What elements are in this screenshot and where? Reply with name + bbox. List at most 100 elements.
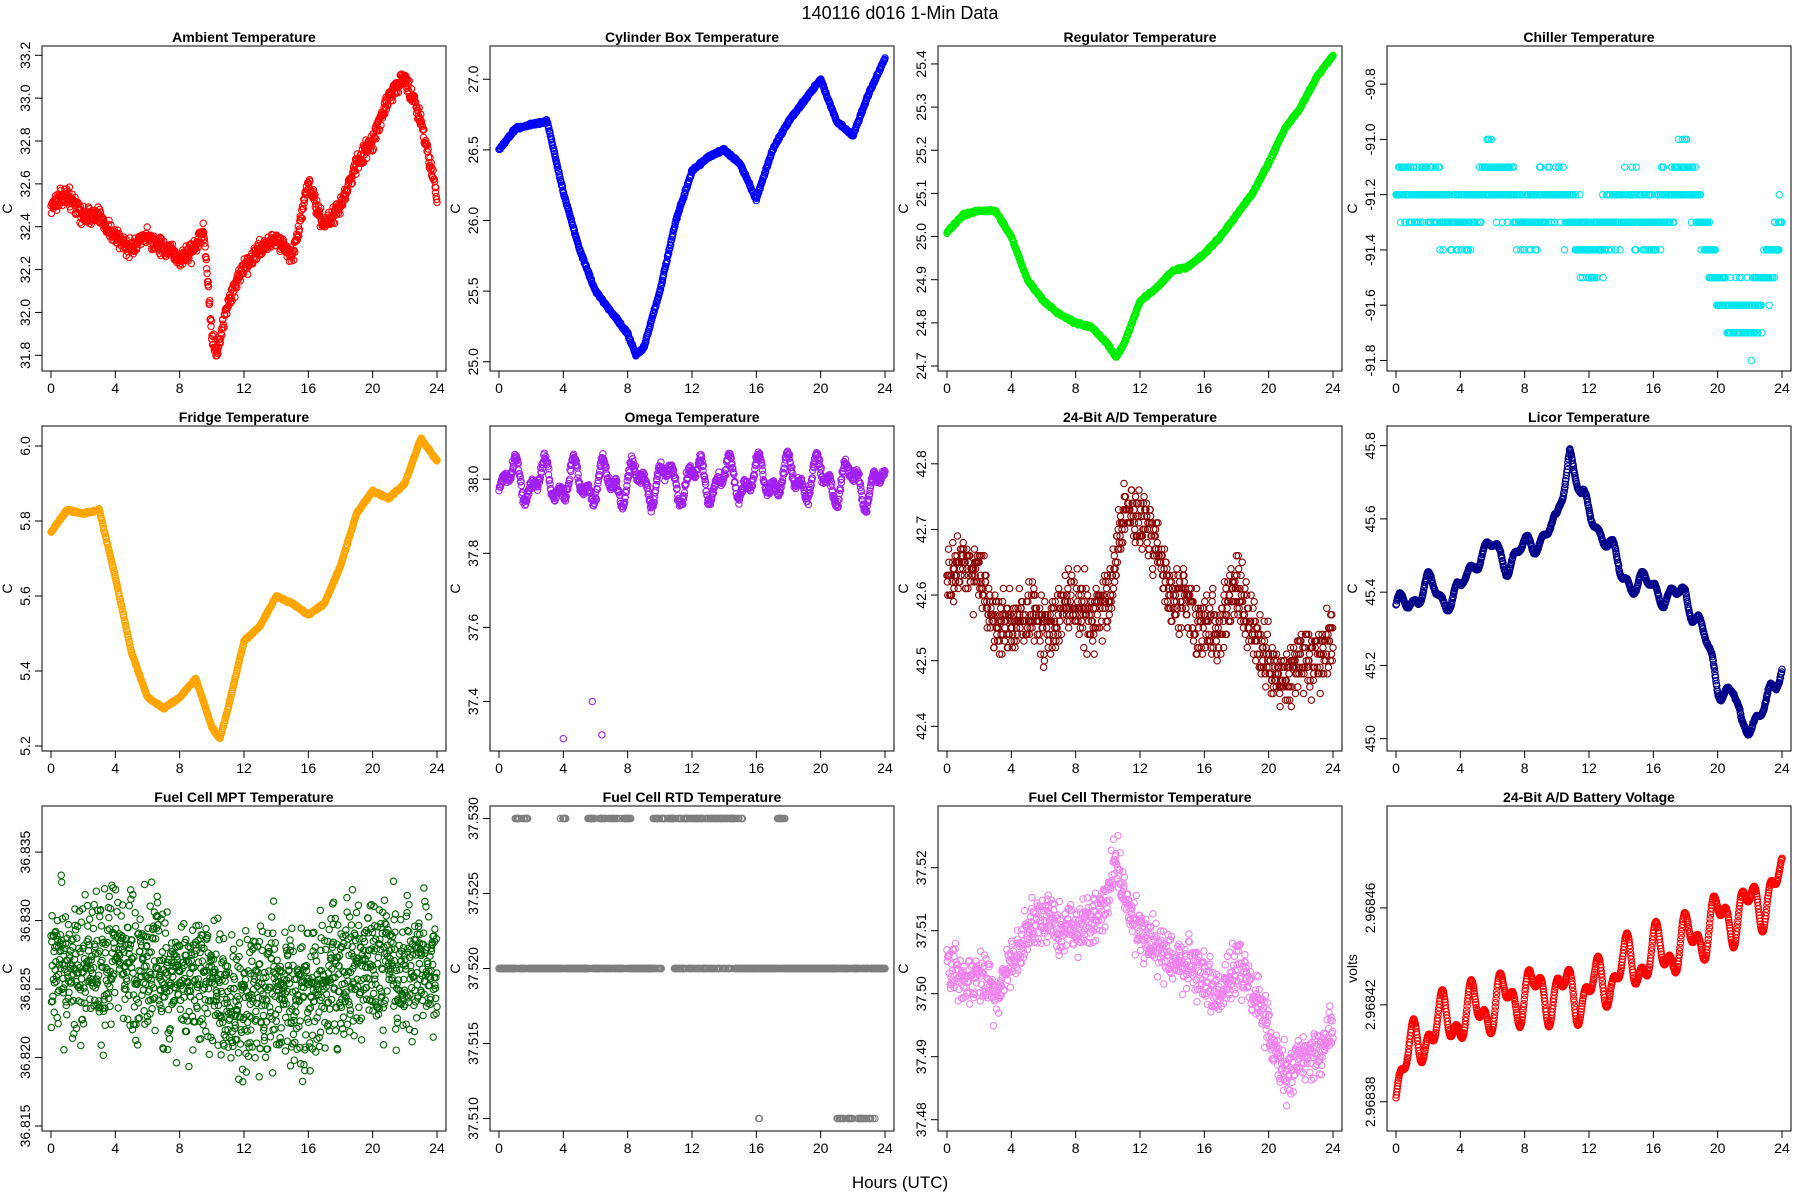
y-tick-label: 32.0 (17, 299, 33, 326)
data-point (107, 221, 115, 229)
plot-frame (489, 45, 895, 372)
x-tick-label: 0 (1392, 380, 1400, 396)
series-points (47, 434, 441, 742)
data-point (243, 270, 252, 279)
x-tick-label: 24 (429, 760, 445, 776)
panel-title: Regulator Temperature (1064, 29, 1217, 45)
data-point (231, 293, 239, 301)
data-point (388, 96, 397, 105)
data-point (218, 331, 226, 339)
data-point (176, 262, 184, 270)
data-point (156, 233, 164, 242)
data-point (314, 201, 323, 210)
panel-title: Fridge Temperature (179, 409, 310, 425)
data-point (47, 209, 56, 218)
data-point (298, 214, 306, 223)
y-tick-label: 24.7 (913, 352, 929, 379)
data-point (343, 186, 352, 194)
y-tick-label: -90.8 (1362, 68, 1378, 100)
x-tick-label: 12 (236, 380, 252, 396)
x-tick-label: 24 (429, 380, 445, 396)
y-tick-label: 25.3 (913, 93, 929, 120)
x-tick-label: 4 (559, 380, 567, 396)
y-tick-label: 33.2 (17, 41, 33, 68)
data-point (53, 206, 61, 214)
data-point (330, 219, 339, 227)
y-tick-label: 32.8 (17, 127, 33, 154)
data-point (105, 216, 113, 225)
y-tick-label: 24.9 (913, 266, 929, 293)
data-point (202, 265, 211, 273)
x-tick-label: 16 (1646, 380, 1662, 396)
data-point (382, 105, 391, 114)
x-tick-label: 24 (1774, 380, 1790, 396)
data-point (298, 206, 306, 214)
x-tick-label: 0 (495, 380, 503, 396)
data-point (299, 204, 308, 213)
data-point (114, 226, 122, 235)
y-tick-label: -91.8 (1362, 344, 1378, 376)
data-point (341, 195, 350, 204)
plot-frame (1386, 45, 1792, 372)
data-point (1620, 163, 1629, 171)
data-point (204, 277, 213, 286)
y-tick-label: -91.0 (1362, 123, 1378, 155)
y-tick-label: -91.4 (1362, 234, 1378, 266)
y-tick-label: 33.0 (17, 84, 33, 111)
data-point (348, 179, 357, 187)
data-point (294, 232, 303, 240)
x-tick-label: 4 (111, 760, 119, 776)
x-tick-label: 20 (813, 380, 829, 396)
data-point (393, 84, 402, 92)
data-point (157, 235, 166, 243)
data-point (200, 235, 209, 244)
data-point (125, 253, 133, 262)
data-point (220, 323, 228, 332)
data-point (206, 296, 214, 305)
data-point (369, 145, 378, 153)
y-tick-label: 25.1 (913, 180, 929, 207)
data-point (201, 239, 209, 247)
y-axis-label: C (447, 203, 463, 213)
y-tick-label: 25.0 (465, 348, 481, 375)
x-tick-label: 12 (1132, 380, 1148, 396)
data-point (1576, 190, 1584, 199)
data-point (216, 335, 225, 343)
data-point (1560, 246, 1569, 254)
data-point (362, 154, 371, 162)
data-point (403, 75, 412, 84)
y-tick-label: 26.5 (465, 136, 481, 163)
x-tick-label: 16 (301, 380, 317, 396)
data-point (289, 256, 298, 264)
series-points (1392, 135, 1786, 365)
x-tick-label: 4 (111, 380, 119, 396)
data-point (201, 243, 209, 251)
y-tick-label: 32.6 (17, 170, 33, 197)
data-point (375, 125, 384, 134)
data-point (219, 315, 227, 324)
x-tick-label: 16 (749, 380, 765, 396)
data-point (1559, 163, 1568, 171)
series-points (943, 51, 1337, 361)
y-tick-label: 5.8 (17, 511, 33, 531)
x-tick-label: 8 (176, 380, 184, 396)
data-point (203, 269, 211, 278)
y-axis-label: C (895, 203, 911, 213)
data-point (377, 121, 385, 129)
x-tick-label: 12 (236, 760, 252, 776)
data-point (219, 320, 228, 328)
y-axis-label: C (0, 583, 15, 593)
y-tick-label: -91.6 (1362, 289, 1378, 321)
data-point (207, 317, 216, 325)
data-point (300, 199, 308, 207)
panel-title: Cylinder Box Temperature (605, 29, 779, 45)
data-point (1765, 301, 1773, 309)
x-tick-label: 12 (1581, 380, 1597, 396)
series-points (495, 54, 889, 360)
data-point (339, 197, 347, 205)
x-tick-label: 0 (47, 380, 55, 396)
x-tick-label: 4 (1007, 380, 1015, 396)
